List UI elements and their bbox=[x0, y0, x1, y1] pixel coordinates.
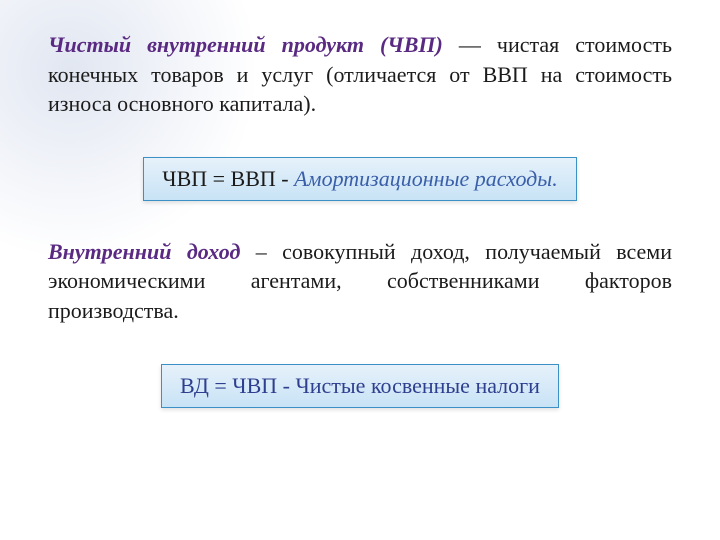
formula-box-wrap-2: ВД = ЧВП - Чистые косвенные налоги bbox=[48, 364, 672, 408]
formula1-static: ЧВП = ВВП - bbox=[162, 166, 294, 191]
formula-box-ndp: ЧВП = ВВП - Амортизационные расходы. bbox=[143, 157, 576, 201]
formula-box-wrap-1: ЧВП = ВВП - Амортизационные расходы. bbox=[48, 157, 672, 201]
paragraph-di: Внутренний доход – совокупный доход, пол… bbox=[48, 237, 672, 326]
slide-content: Чистый внутренний продукт (ЧВП) — чистая… bbox=[0, 0, 720, 540]
formula-box-di: ВД = ЧВП - Чистые косвенные налоги bbox=[161, 364, 559, 408]
formula1-italic: Амортизационные расходы. bbox=[294, 166, 558, 191]
term-ndp: Чистый внутренний продукт (ЧВП) bbox=[48, 32, 443, 57]
paragraph-ndp: Чистый внутренний продукт (ЧВП) — чистая… bbox=[48, 30, 672, 119]
term-di: Внутренний доход bbox=[48, 239, 240, 264]
formula2-text: ВД = ЧВП - Чистые косвенные налоги bbox=[180, 373, 540, 398]
dash-di: – bbox=[240, 239, 282, 264]
